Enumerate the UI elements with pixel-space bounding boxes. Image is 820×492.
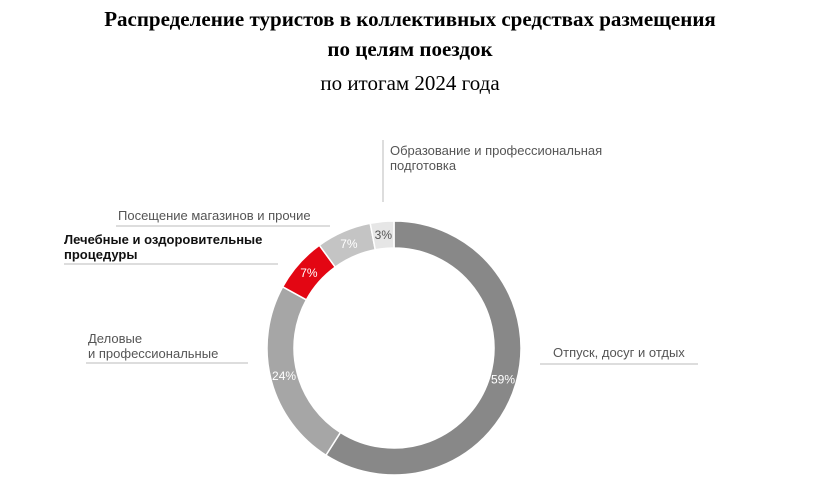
donut-slices: 59% 24% 7% 7% 3%	[266, 220, 522, 476]
value-label-health: 7%	[300, 266, 318, 280]
chart-title-line-1: Распределение туристов в коллективных ср…	[104, 7, 716, 31]
category-labels: Отпуск, досуг и отдых Деловые и профессион…	[64, 143, 685, 361]
value-label-education: 3%	[375, 228, 393, 242]
category-label-health: Лечебные и оздоровительные процедуры	[64, 232, 262, 262]
value-label-shopping: 7%	[340, 237, 358, 251]
category-label-leisure: Отпуск, досуг и отдых	[553, 345, 685, 360]
chart-subtitle: по итогам 2024 года	[320, 71, 500, 95]
value-label-business: 24%	[272, 369, 296, 383]
label-leader-lines	[64, 140, 698, 365]
category-label-business: Деловые и профессиональные	[88, 331, 218, 361]
slice-education	[369, 220, 395, 251]
category-label-education: Образование и профессиональная подготовка	[390, 143, 602, 173]
chart-title-line-2: по целям поездок	[327, 37, 493, 61]
category-label-shopping: Посещение магазинов и прочие	[118, 208, 311, 223]
value-label-leisure: 59%	[491, 373, 515, 387]
slice-leisure	[324, 220, 522, 476]
